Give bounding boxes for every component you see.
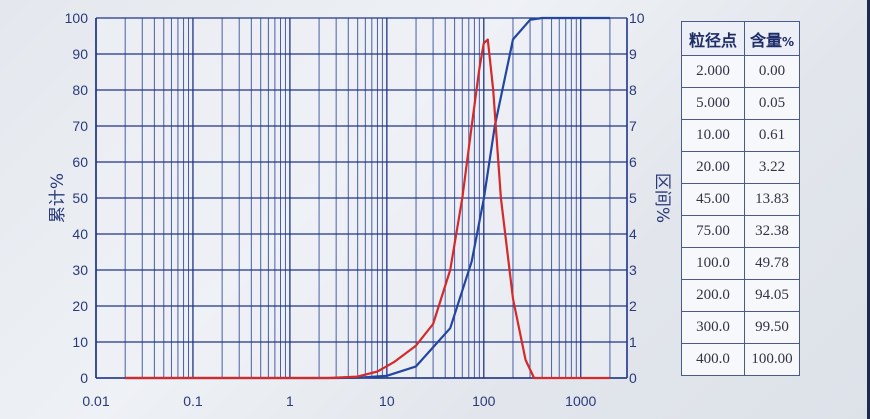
y-tick-label-right: 7 (629, 118, 637, 134)
table-row: 5.000 0.05 (681, 87, 800, 120)
cell-size: 300.0 (681, 311, 745, 344)
cell-content: 13.83 (744, 183, 800, 216)
table-row: 400.0 100.00 (681, 343, 800, 376)
x-tick-label: 1 (286, 393, 294, 409)
y-tick-label-right: 1 (629, 334, 637, 350)
y-tick-label-right: 5 (629, 190, 637, 206)
cell-size: 2.000 (681, 55, 745, 88)
header-content: 含量% (744, 21, 800, 56)
cell-size: 5.000 (681, 87, 745, 120)
x-tick-label: 0.1 (183, 393, 203, 409)
y-tick-label-left: 50 (72, 190, 88, 206)
y-tick-label-left: 0 (80, 370, 88, 386)
table-row: 100.0 49.78 (681, 247, 800, 280)
cell-size: 75.00 (681, 215, 745, 248)
y-tick-label-left: 60 (72, 154, 88, 170)
y-tick-label-right: 0 (629, 370, 637, 386)
y-tick-label-left: 10 (72, 334, 88, 350)
cell-content: 0.05 (744, 87, 800, 120)
particle-size-table: 粒径点 含量% 2.000 0.00 5.000 0.05 10.00 0.61 20… (681, 21, 800, 376)
y-tick-label-left: 70 (72, 118, 88, 134)
table-row: 45.00 13.83 (681, 183, 800, 216)
table-row: 300.0 99.50 (681, 311, 800, 344)
series-layer (125, 16, 610, 380)
series-line-cumulative (125, 16, 610, 380)
cell-content: 0.61 (744, 119, 800, 152)
y-tick-label-right: 9 (629, 46, 637, 62)
y-tick-label-right: 10 (629, 10, 645, 26)
table-row: 10.00 0.61 (681, 119, 800, 152)
cell-content: 99.50 (744, 311, 800, 344)
x-tick-label: 1000 (565, 393, 596, 409)
cell-content: 49.78 (744, 247, 800, 280)
x-tick-label: 0.01 (82, 393, 109, 409)
x-tick-label: 100 (472, 393, 496, 409)
cell-size: 400.0 (681, 343, 745, 376)
header-content-unit: % (781, 34, 795, 49)
series-line-interval (125, 38, 610, 380)
y-tick-label-right: 4 (629, 226, 637, 242)
y-tick-label-right: 3 (629, 262, 637, 278)
cell-size: 10.00 (681, 119, 745, 152)
cell-size: 45.00 (681, 183, 745, 216)
y-tick-label-left: 80 (72, 82, 88, 98)
table-row: 75.00 32.38 (681, 215, 800, 248)
table-header-row: 粒径点 含量% (681, 21, 800, 56)
y-tick-label-left: 100 (65, 10, 89, 26)
y-tick-label-right: 8 (629, 82, 637, 98)
y-ticks-left: 0 10 20 30 40 50 60 70 80 90 100 (65, 10, 89, 386)
cell-size: 200.0 (681, 279, 745, 312)
table-row: 200.0 94.05 (681, 279, 800, 312)
table-row: 2.000 0.00 (681, 55, 800, 88)
header-particle-size: 粒径点 (681, 21, 745, 56)
cell-content: 94.05 (744, 279, 800, 312)
y-tick-label-right: 2 (629, 298, 637, 314)
x-tick-label: 10 (379, 393, 395, 409)
y-tick-label-left: 30 (72, 262, 88, 278)
y-axis-title-right: 区间% (652, 173, 672, 223)
y-ticks-right: 0 1 2 3 4 5 6 7 8 9 10 (629, 10, 645, 386)
cell-content: 3.22 (744, 151, 800, 184)
y-tick-label-right: 6 (629, 154, 637, 170)
table-row: 20.00 3.22 (681, 151, 800, 184)
y-axis-title-left: 累计% (48, 173, 68, 223)
y-tick-label-left: 40 (72, 226, 88, 242)
cell-size: 20.00 (681, 151, 745, 184)
cell-size: 100.0 (681, 247, 745, 280)
x-ticks: 0.01 0.1 1 10 100 1000 (82, 393, 596, 409)
header-content-label: 含量 (749, 30, 782, 50)
cell-content: 100.00 (744, 343, 800, 376)
particle-size-chart: 0 10 20 30 40 50 60 70 80 90 100 0 1 2 3 4 5 6 7 8 9 10 0.01… (48, 10, 672, 409)
window-edge (867, 0, 870, 419)
y-tick-label-left: 20 (72, 298, 88, 314)
cell-content: 0.00 (744, 55, 800, 88)
y-tick-label-left: 90 (72, 46, 88, 62)
cell-content: 32.38 (744, 215, 800, 248)
